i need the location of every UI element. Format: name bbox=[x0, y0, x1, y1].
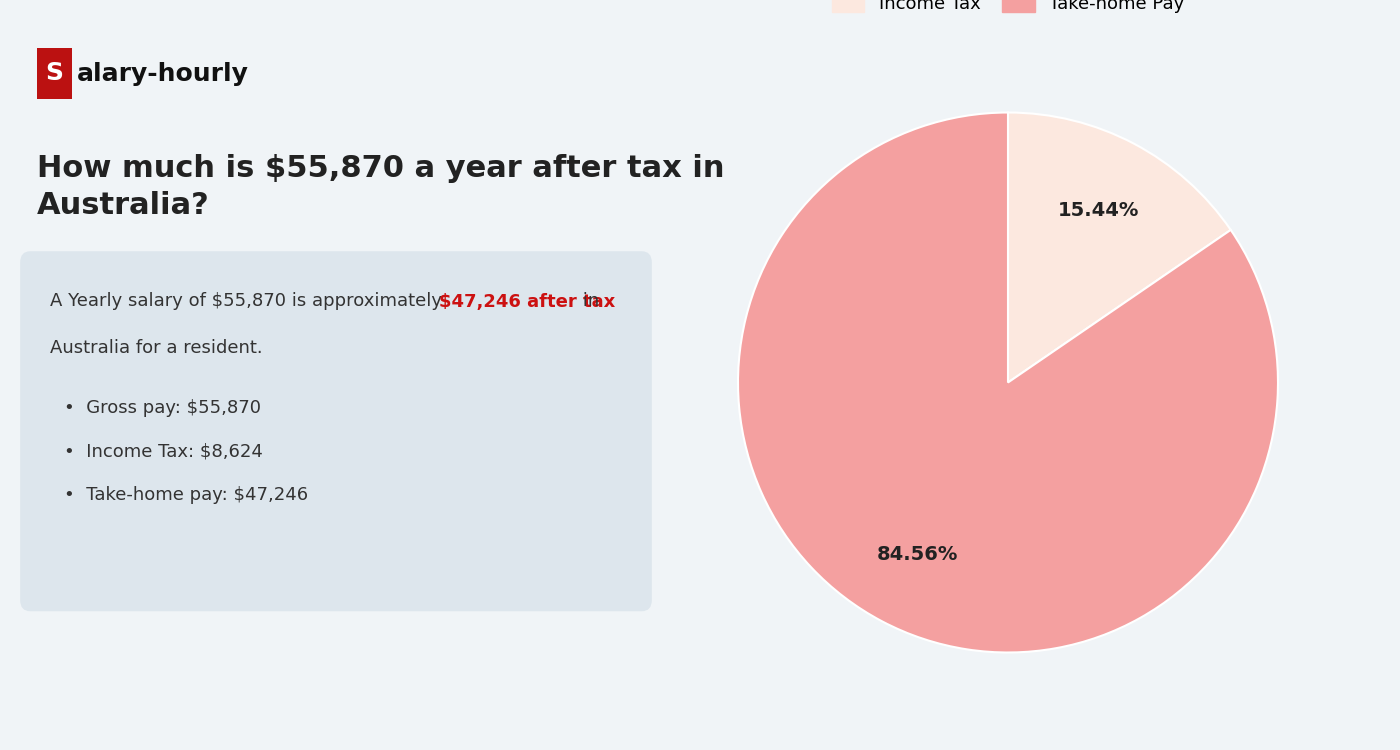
Text: •  Take-home pay: $47,246: • Take-home pay: $47,246 bbox=[64, 486, 308, 504]
Wedge shape bbox=[1008, 112, 1231, 382]
Text: 15.44%: 15.44% bbox=[1058, 201, 1140, 220]
Text: $47,246 after tax: $47,246 after tax bbox=[438, 292, 615, 310]
Text: •  Gross pay: $55,870: • Gross pay: $55,870 bbox=[64, 399, 260, 417]
Legend: Income Tax, Take-home Pay: Income Tax, Take-home Pay bbox=[825, 0, 1191, 20]
Text: 84.56%: 84.56% bbox=[876, 545, 958, 564]
Text: alary-hourly: alary-hourly bbox=[77, 62, 249, 86]
Wedge shape bbox=[738, 112, 1278, 652]
FancyBboxPatch shape bbox=[20, 251, 652, 611]
Text: S: S bbox=[45, 62, 63, 86]
Text: A Yearly salary of $55,870 is approximately: A Yearly salary of $55,870 is approximat… bbox=[50, 292, 448, 310]
FancyBboxPatch shape bbox=[36, 48, 71, 99]
Text: Australia for a resident.: Australia for a resident. bbox=[50, 339, 263, 357]
Text: How much is $55,870 a year after tax in
Australia?: How much is $55,870 a year after tax in … bbox=[36, 154, 724, 220]
Text: in: in bbox=[577, 292, 599, 310]
Text: •  Income Tax: $8,624: • Income Tax: $8,624 bbox=[64, 442, 263, 460]
